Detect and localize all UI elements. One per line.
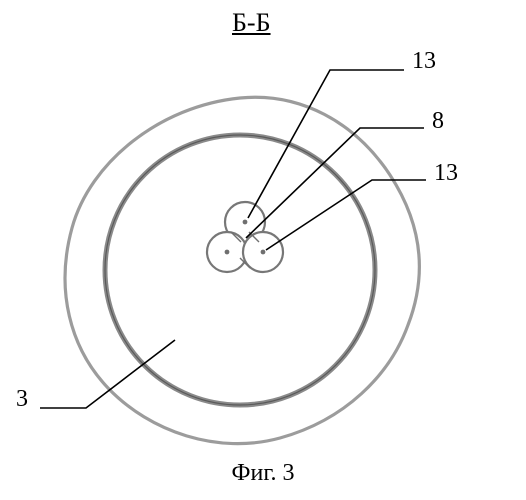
cluster-dot-left — [225, 250, 230, 255]
figure-caption: Фиг. 3 — [0, 460, 526, 487]
cluster-dot-top — [243, 220, 248, 225]
callout-label-3: 3 — [16, 386, 28, 413]
outer-blob — [65, 97, 419, 443]
callout-label-13-right: 13 — [434, 160, 458, 187]
diagram-svg — [0, 0, 526, 500]
callout-label-13-top: 13 — [412, 48, 436, 75]
cluster-dot-right — [261, 250, 266, 255]
callout-line-8 — [246, 128, 424, 238]
inner-circle — [105, 135, 375, 405]
callout-line-13-top — [248, 70, 404, 218]
callout-label-8: 8 — [432, 108, 444, 135]
section-title: Б-Б — [232, 8, 271, 38]
